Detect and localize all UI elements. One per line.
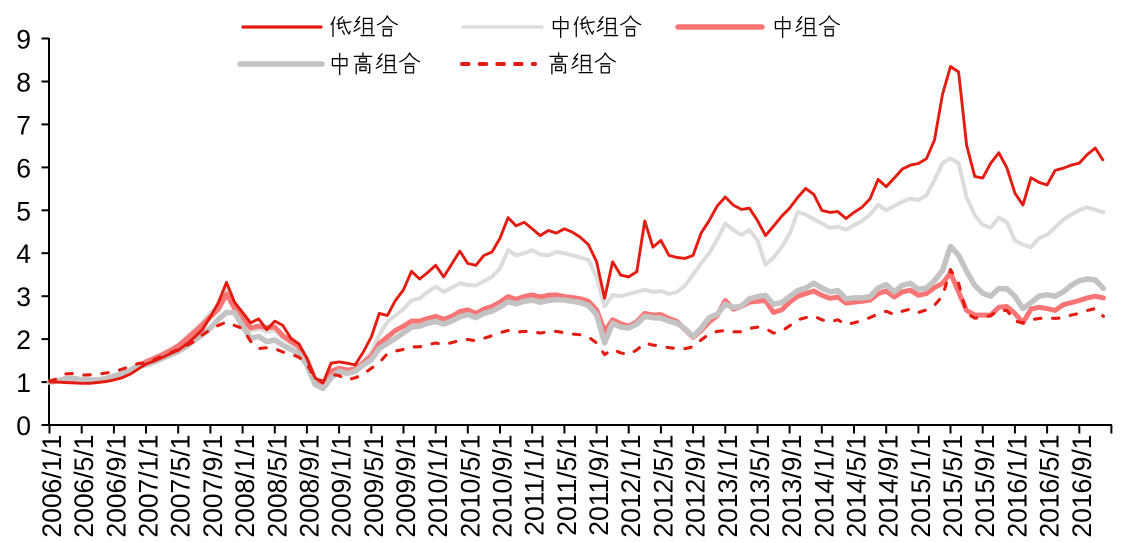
svg-text:2011/1/1: 2011/1/1 [520,435,550,536]
svg-text:7: 7 [16,110,31,140]
svg-text:2010/5/1: 2010/5/1 [455,435,485,538]
svg-text:2008/1/1: 2008/1/1 [230,435,260,538]
svg-text:6: 6 [16,153,31,183]
svg-text:2007/1/1: 2007/1/1 [134,435,164,538]
svg-text:2012/9/1: 2012/9/1 [681,435,711,538]
svg-text:2013/1/1: 2013/1/1 [713,435,743,538]
svg-text:2007/5/1: 2007/5/1 [166,435,196,538]
svg-text:2008/5/1: 2008/5/1 [262,435,292,538]
svg-text:2009/1/1: 2009/1/1 [327,435,357,538]
svg-text:2010/1/1: 2010/1/1 [423,435,453,538]
svg-text:2012/1/1: 2012/1/1 [616,435,646,538]
svg-text:0: 0 [16,411,31,441]
svg-text:2010/9/1: 2010/9/1 [488,435,518,538]
svg-text:8: 8 [16,68,31,98]
svg-text:2014/5/1: 2014/5/1 [842,435,872,538]
svg-text:2: 2 [16,325,31,355]
svg-text:4: 4 [16,239,31,269]
svg-text:3: 3 [16,282,31,312]
svg-text:2006/5/1: 2006/5/1 [69,435,99,538]
svg-text:2009/5/1: 2009/5/1 [359,435,389,538]
svg-text:2006/9/1: 2006/9/1 [101,435,131,538]
svg-text:2009/9/1: 2009/9/1 [391,435,421,538]
svg-text:2014/1/1: 2014/1/1 [809,435,839,538]
svg-text:2016/9/1: 2016/9/1 [1067,435,1097,538]
svg-text:9: 9 [16,25,31,55]
svg-text:2007/9/1: 2007/9/1 [198,435,228,538]
svg-text:2011/9/1: 2011/9/1 [584,435,614,536]
svg-text:2016/1/1: 2016/1/1 [1002,435,1032,538]
svg-text:2014/9/1: 2014/9/1 [874,435,904,538]
svg-text:5: 5 [16,196,31,226]
svg-text:2013/9/1: 2013/9/1 [777,435,807,538]
svg-text:2015/1/1: 2015/1/1 [906,435,936,538]
svg-text:2016/5/1: 2016/5/1 [1035,435,1065,538]
svg-text:2008/9/1: 2008/9/1 [294,435,324,538]
svg-text:2015/5/1: 2015/5/1 [938,435,968,538]
svg-text:2013/5/1: 2013/5/1 [745,435,775,538]
svg-text:1: 1 [16,368,31,398]
svg-text:2012/5/1: 2012/5/1 [648,435,678,538]
svg-text:2011/5/1: 2011/5/1 [552,435,582,536]
svg-text:2006/1/1: 2006/1/1 [37,435,67,538]
svg-text:2015/9/1: 2015/9/1 [970,434,1000,537]
